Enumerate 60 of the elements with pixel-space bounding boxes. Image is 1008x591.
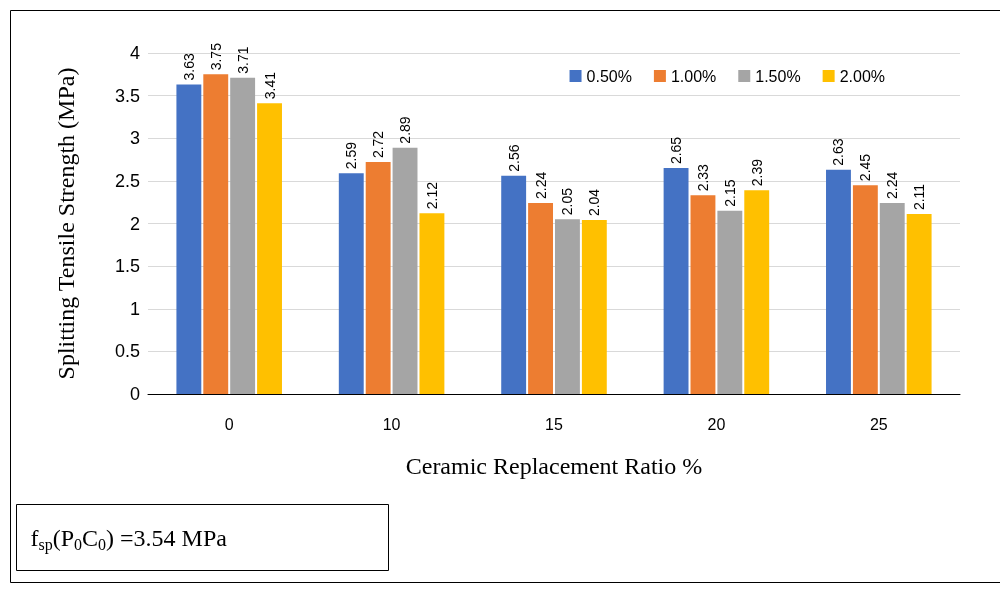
- bar: [826, 169, 851, 394]
- y-tick-label: 2.5: [114, 170, 140, 191]
- y-tick-label: 4: [129, 43, 140, 63]
- legend-label: 1.00%: [670, 67, 717, 85]
- data-label: 2.33: [694, 163, 711, 192]
- legend-label: 0.50%: [586, 67, 632, 85]
- data-label: 3.75: [207, 42, 224, 71]
- data-label: 2.15: [721, 179, 738, 207]
- x-tick-label: 15: [545, 415, 563, 433]
- bar: [230, 77, 256, 394]
- bar: [365, 162, 391, 394]
- bar: [690, 195, 716, 394]
- x-tick-label: 10: [382, 415, 401, 433]
- data-label: 3.41: [261, 71, 278, 100]
- y-tick-label: 2: [129, 213, 140, 234]
- data-label: 2.39: [748, 158, 765, 187]
- x-axis-title: Ceramic Replacement Ratio %: [405, 453, 703, 479]
- data-label: 2.56: [505, 144, 522, 172]
- bar: [879, 203, 905, 394]
- bar: [555, 219, 580, 394]
- data-label: 2.65: [668, 136, 685, 165]
- bar: [392, 147, 418, 394]
- data-label: 2.59: [343, 141, 360, 170]
- bar: [717, 210, 743, 394]
- data-label: 3.71: [234, 46, 251, 74]
- bar: [744, 190, 770, 394]
- y-tick-label: 1: [129, 298, 140, 319]
- y-tick-label: 3: [129, 128, 140, 149]
- y-tick-label: 0: [129, 384, 140, 404]
- data-label: 2.11: [911, 183, 928, 211]
- y-tick-label: 3.5: [114, 85, 140, 106]
- x-tick-label: 20: [707, 415, 726, 433]
- y-axis-title: Splitting Tensile Strength (MPa): [53, 67, 79, 380]
- data-label: 2.04: [586, 188, 603, 217]
- bar: [581, 220, 607, 394]
- bar: [257, 103, 282, 394]
- data-label: 2.72: [370, 130, 387, 159]
- data-label: 3.63: [180, 53, 197, 81]
- bar: [419, 213, 445, 394]
- bar: [906, 214, 932, 394]
- y-tick-label: 0.5: [114, 341, 140, 362]
- legend-label: 2.00%: [839, 67, 886, 85]
- data-label: 2.24: [884, 171, 901, 200]
- legend-label: 1.50%: [755, 67, 801, 85]
- x-tick-label: 0: [224, 415, 234, 433]
- bar: [338, 173, 364, 394]
- bar: [852, 185, 878, 394]
- data-label: 2.12: [423, 181, 440, 210]
- y-tick-label: 1.5: [114, 256, 140, 277]
- data-label: 2.63: [830, 138, 847, 166]
- data-label: 2.05: [559, 187, 576, 216]
- data-label: 2.45: [857, 153, 874, 182]
- bar: [663, 168, 689, 394]
- bar: [501, 175, 527, 394]
- bar: [203, 74, 229, 394]
- data-label: 2.89: [397, 116, 414, 144]
- data-label: 2.24: [532, 171, 549, 200]
- bar: [528, 203, 553, 394]
- bar: [176, 84, 202, 394]
- x-tick-label: 25: [869, 415, 888, 433]
